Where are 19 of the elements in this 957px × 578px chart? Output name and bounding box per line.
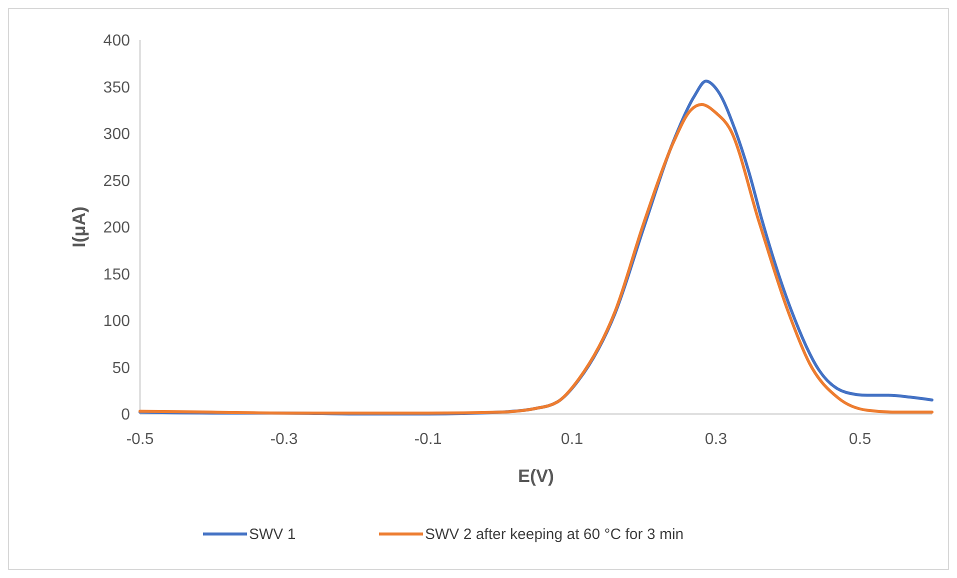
y-tick-label: 250 — [103, 172, 130, 190]
x-tick-label: -0.3 — [270, 431, 298, 448]
y-tick-label: 350 — [103, 79, 130, 96]
y-tick-label: 300 — [103, 126, 130, 144]
x-tick-label: -0.5 — [126, 431, 154, 448]
y-tick-label: 0 — [121, 406, 130, 424]
legend-label: SWV 1 — [249, 526, 296, 543]
y-tick-label: 200 — [103, 220, 130, 237]
y-axis-title: I(μA) — [69, 206, 89, 248]
x-tick-label: 0.1 — [560, 431, 584, 448]
y-tick-label: 150 — [103, 266, 130, 284]
y-tick-label: 400 — [103, 32, 130, 50]
x-tick-label: 0.3 — [704, 431, 728, 448]
legend-label: SWV 2 after keeping at 60 °C for 3 min — [425, 526, 684, 543]
x-tick-label: -0.1 — [414, 431, 442, 448]
y-tick-label: 50 — [112, 360, 130, 377]
y-tick-label: 100 — [103, 313, 130, 330]
x-tick-label: 0.5 — [848, 431, 872, 448]
x-axis-title: E(V) — [518, 466, 554, 486]
